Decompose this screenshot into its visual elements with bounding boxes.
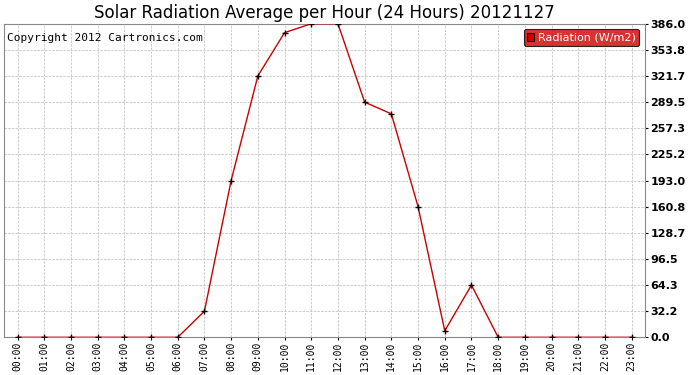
Text: Copyright 2012 Cartronics.com: Copyright 2012 Cartronics.com xyxy=(8,33,203,43)
Legend: Radiation (W/m2): Radiation (W/m2) xyxy=(524,29,640,46)
Title: Solar Radiation Average per Hour (24 Hours) 20121127: Solar Radiation Average per Hour (24 Hou… xyxy=(95,4,555,22)
